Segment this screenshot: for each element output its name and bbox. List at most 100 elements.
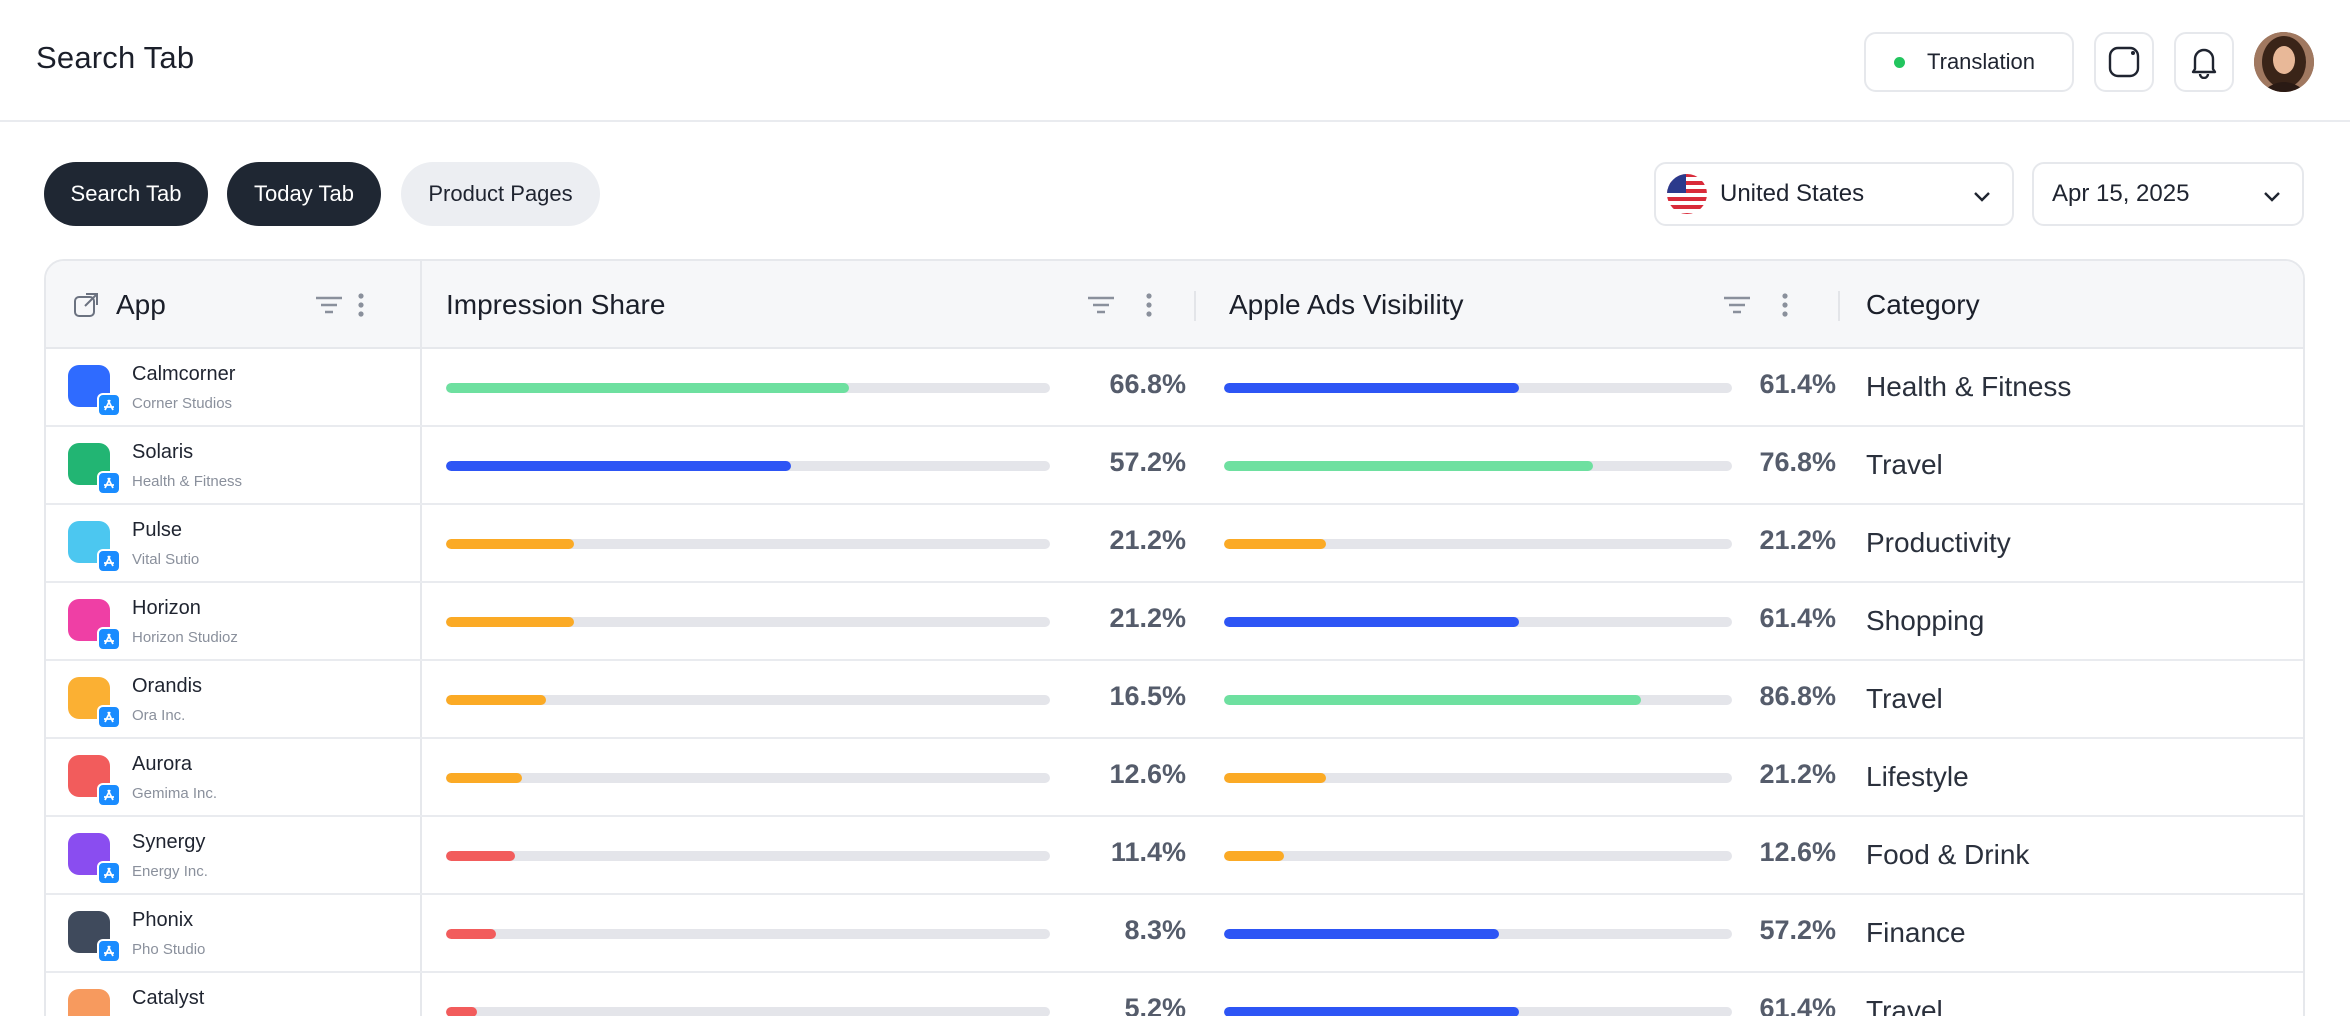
- app-icon: [68, 989, 110, 1016]
- apple-ads-visibility-fill: [1224, 461, 1593, 471]
- column-header-category: Category: [1866, 289, 1980, 320]
- bell-icon: [2191, 48, 2217, 79]
- us-flag-icon: [1667, 174, 1707, 214]
- notifications-button[interactable]: [2174, 32, 2234, 92]
- more-vertical-icon[interactable]: [356, 291, 366, 319]
- app-name[interactable]: Pulse: [132, 519, 183, 541]
- filter-icon[interactable]: [314, 291, 344, 319]
- table-row[interactable]: Orandis Ora Inc. 16.5% 86.8% Travel: [46, 661, 2303, 739]
- apple-ads-visibility-fill: [1224, 929, 1499, 939]
- column-header-impression-share: Impression Share: [446, 289, 666, 320]
- category-value: Finance: [1866, 917, 1966, 948]
- app-developer: Energy Inc.: [132, 863, 208, 880]
- table-row[interactable]: Calmcorner Corner Studios 66.8% 61.4% Health…: [46, 349, 2303, 427]
- tab-product-pages[interactable]: Product Pages: [401, 162, 600, 226]
- category-value: Travel: [1866, 995, 1943, 1016]
- app-store-icon: [97, 549, 121, 573]
- app-developer: Health & Fitness: [132, 473, 243, 490]
- apple-ads-visibility-value: 21.2%: [1759, 525, 1836, 555]
- column-separator: [1194, 291, 1196, 321]
- apple-ads-visibility-bar: [1224, 929, 1732, 939]
- impression-share-value: 66.8%: [1109, 369, 1186, 399]
- more-vertical-icon[interactable]: [1144, 291, 1154, 319]
- app-name[interactable]: Solaris: [132, 441, 194, 463]
- impression-share-fill: [446, 773, 523, 783]
- column-separator: [1838, 291, 1840, 321]
- tab-search[interactable]: Search Tab: [44, 162, 208, 226]
- apple-ads-visibility-bar: [1224, 773, 1732, 783]
- external-link-icon[interactable]: [72, 291, 100, 319]
- chevron-down-icon: [2264, 192, 2280, 202]
- app-store-icon: [97, 783, 121, 807]
- app-developer: Pho Studio: [132, 941, 206, 958]
- category-value: Travel: [1866, 683, 1943, 714]
- table-row[interactable]: Phonix Pho Studio 8.3% 57.2% Finance: [46, 895, 2303, 973]
- apple-ads-visibility-fill: [1224, 539, 1326, 549]
- filter-icon[interactable]: [1086, 291, 1116, 319]
- app-store-icon: [97, 939, 121, 963]
- app-store-icon: [97, 861, 121, 885]
- app-name[interactable]: Orandis: [132, 675, 203, 697]
- impression-share-bar: [446, 383, 1050, 393]
- filter-icon[interactable]: [1722, 291, 1752, 319]
- impression-share-fill: [446, 383, 850, 393]
- table-row[interactable]: Aurora Gemima Inc. 12.6% 21.2% Lifestyle: [46, 739, 2303, 817]
- table-row[interactable]: Synergy Energy Inc. 11.4% 12.6% Food & Drink: [46, 817, 2303, 895]
- apple-ads-visibility-value: 61.4%: [1759, 993, 1836, 1016]
- table-row[interactable]: Horizon Horizon Studioz 21.2% 61.4% Shopping: [46, 583, 2303, 661]
- apple-ads-visibility-value: 61.4%: [1759, 369, 1836, 399]
- app-name[interactable]: Synergy: [132, 831, 206, 853]
- instagram-button[interactable]: [2094, 32, 2154, 92]
- impression-share-bar: [446, 539, 1050, 549]
- impression-share-bar: [446, 617, 1050, 627]
- avatar-icon: [2254, 32, 2314, 92]
- app-developer: Gemima Inc.: [132, 785, 218, 802]
- tab-today[interactable]: Today Tab: [227, 162, 381, 226]
- apple-ads-visibility-bar: [1224, 617, 1732, 627]
- apple-ads-visibility-fill: [1224, 383, 1519, 393]
- user-avatar[interactable]: [2254, 32, 2314, 92]
- date-select[interactable]: Apr 15, 2025: [2032, 162, 2304, 226]
- more-vertical-icon[interactable]: [1780, 291, 1790, 319]
- category-value: Lifestyle: [1866, 761, 1969, 792]
- impression-share-bar: [446, 1007, 1050, 1016]
- app-name[interactable]: Catalyst: [132, 987, 205, 1009]
- apple-ads-visibility-bar: [1224, 851, 1732, 861]
- apple-ads-visibility-value: 57.2%: [1759, 915, 1836, 945]
- apple-ads-visibility-fill: [1224, 695, 1641, 705]
- country-select[interactable]: United States: [1654, 162, 2014, 226]
- app-store-icon: [97, 393, 121, 417]
- apple-ads-visibility-fill: [1224, 1007, 1519, 1016]
- apple-ads-visibility-value: 61.4%: [1759, 603, 1836, 633]
- app-developer: Vital Sutio: [132, 551, 200, 568]
- app-developer: Horizon Studioz: [132, 629, 238, 646]
- apple-ads-visibility-value: 76.8%: [1759, 447, 1836, 477]
- app-store-icon: [97, 627, 121, 651]
- table-row[interactable]: Catalyst 5.2% 61.4% Travel: [46, 973, 2303, 1016]
- impression-share-bar: [446, 461, 1050, 471]
- impression-share-value: 11.4%: [1110, 837, 1186, 867]
- impression-share-fill: [446, 695, 546, 705]
- app-name[interactable]: Phonix: [132, 909, 194, 931]
- impression-share-value: 21.2%: [1109, 525, 1186, 555]
- impression-share-value: 12.6%: [1109, 759, 1186, 789]
- impression-share-fill: [446, 617, 575, 627]
- app-name[interactable]: Horizon: [132, 597, 201, 619]
- translation-button[interactable]: Translation: [1864, 32, 2074, 92]
- impression-share-fill: [446, 1007, 478, 1016]
- apple-ads-visibility-fill: [1224, 617, 1519, 627]
- app-store-icon: [97, 705, 121, 729]
- column-header-apple-ads-visibility: Apple Ads Visibility: [1229, 289, 1464, 320]
- apple-ads-visibility-bar: [1224, 695, 1732, 705]
- country-value: United States: [1720, 180, 1865, 207]
- app-name[interactable]: Calmcorner: [132, 363, 236, 385]
- impression-share-bar: [446, 851, 1050, 861]
- table-row[interactable]: Pulse Vital Sutio 21.2% 21.2% Productivity: [46, 505, 2303, 583]
- apple-ads-visibility-value: 21.2%: [1759, 759, 1836, 789]
- table-row[interactable]: Solaris Health & Fitness 57.2% 76.8% Travel: [46, 427, 2303, 505]
- app-name[interactable]: Aurora: [132, 753, 193, 775]
- column-divider: [420, 261, 422, 1016]
- apple-ads-visibility-bar: [1224, 539, 1732, 549]
- impression-share-fill: [446, 461, 792, 471]
- app-developer: Corner Studios: [132, 395, 233, 412]
